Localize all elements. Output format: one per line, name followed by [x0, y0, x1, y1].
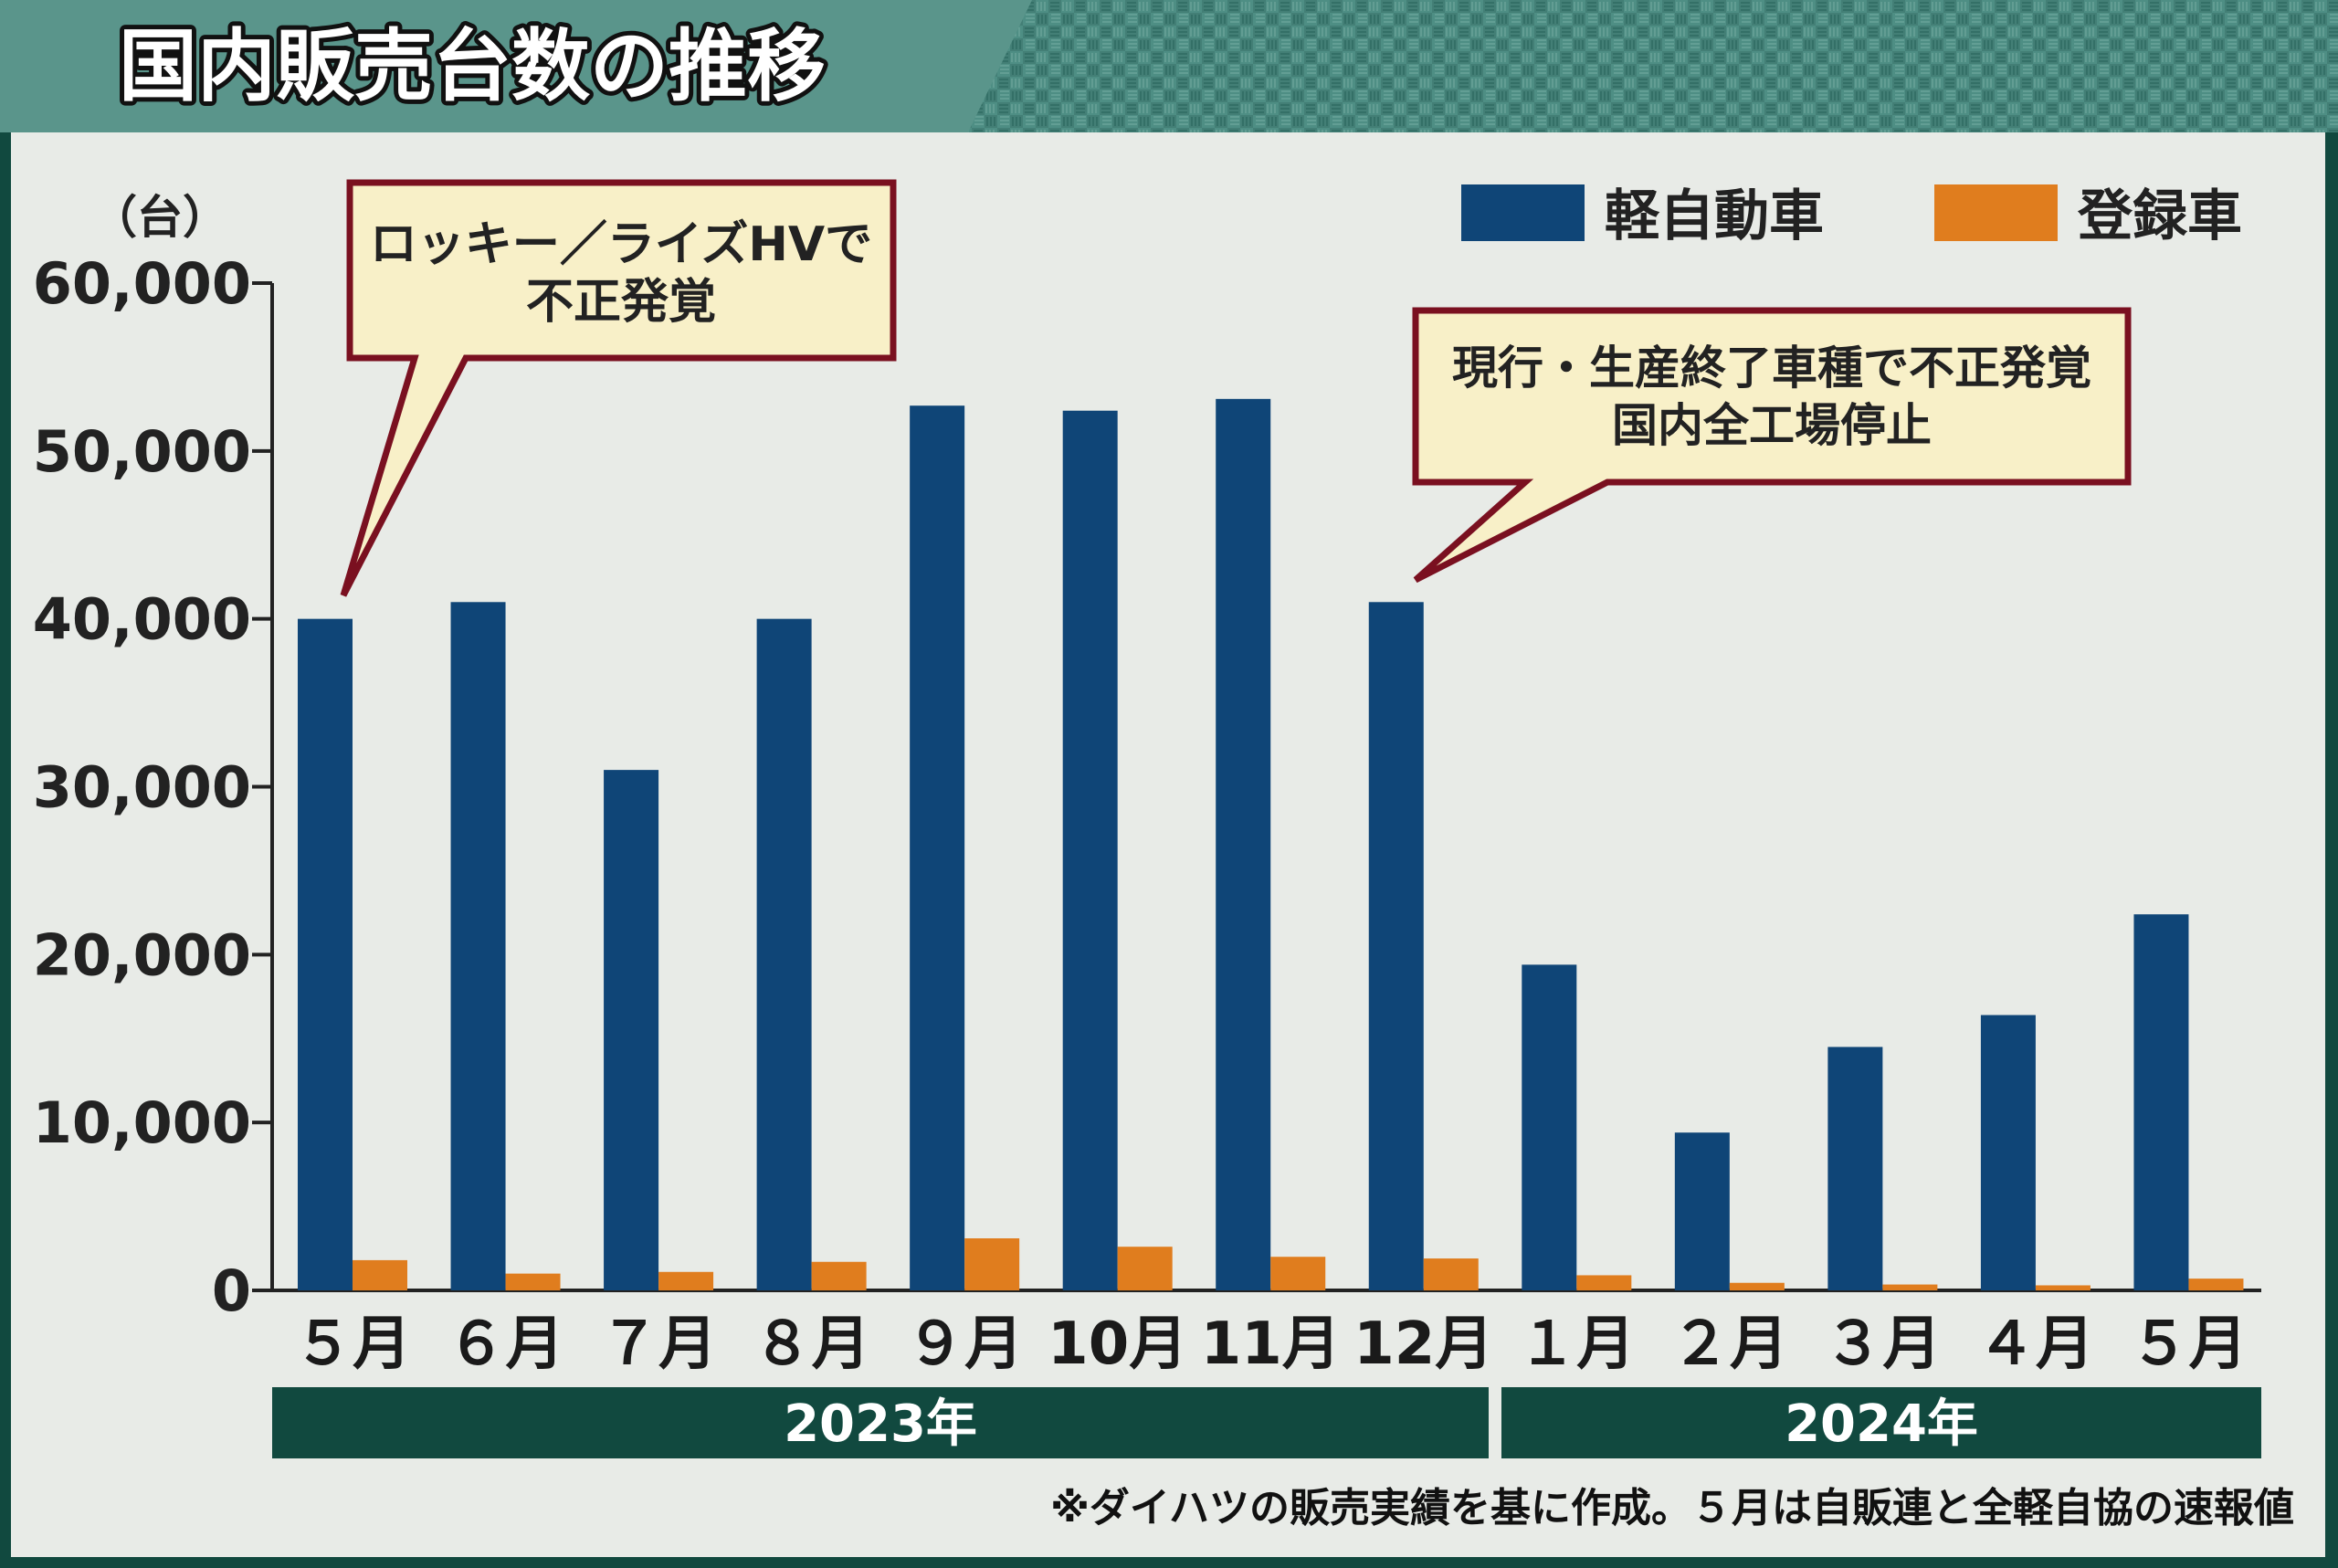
callout-2-bubble: [1412, 307, 2132, 584]
bar-registered: [353, 1259, 407, 1290]
y-tick-label: 0: [212, 1258, 251, 1324]
legend-label-kei: 軽自動車: [1605, 184, 1824, 248]
x-tick-label: 10月: [1048, 1310, 1187, 1378]
bar-registered: [964, 1238, 1020, 1290]
x-tick-labels: ５月 ６月 ７月 ８月 ９月 10月 11月 12月 １月 ２月 ３月 ４月 ５月: [294, 1310, 2247, 1378]
bar-kei: [298, 618, 353, 1290]
y-tick-label: 10,000: [33, 1089, 251, 1156]
bars: [298, 398, 2244, 1291]
bar-kei: [1674, 1132, 1730, 1290]
x-tick-label: １月: [1518, 1310, 1635, 1378]
bar-registered: [2188, 1279, 2244, 1290]
bar-registered: [811, 1261, 867, 1290]
callout-1-bubble: [340, 179, 897, 597]
y-tick-label: 40,000: [33, 586, 251, 653]
legend-swatch-kei: [1461, 184, 1585, 241]
x-tick-label: 11月: [1201, 1310, 1341, 1378]
bar-registered: [1423, 1258, 1479, 1290]
bar-registered: [505, 1273, 561, 1290]
bar-kei: [910, 405, 965, 1290]
y-ticks: 0 10,000 20,000 30,000 40,000 50,000 60,000: [33, 250, 272, 1324]
bar-kei: [1522, 964, 1577, 1290]
legend-swatch-registered: [1934, 184, 2058, 241]
x-tick-label: ５月: [2130, 1310, 2247, 1378]
bar-kei: [756, 618, 812, 1290]
callout-2: 現行・生産終了車種で不正発覚 国内全工場停止: [1412, 307, 2132, 584]
bar-kei: [604, 770, 659, 1290]
year-band-2023: [272, 1387, 1489, 1458]
source-note: ※ダイハツの販売実績を基に作成。５月は自販連と全軽自協の速報値: [1050, 1485, 2294, 1531]
x-tick-label: ６月: [448, 1310, 564, 1378]
bar-kei: [1216, 398, 1271, 1291]
bar-kei: [2133, 914, 2189, 1290]
callout-2-line-2: 国内全工場停止: [1612, 399, 1932, 452]
year-band-2024: [1501, 1387, 2261, 1458]
bar-kei: [1827, 1047, 1883, 1290]
callout-2-line-1: 現行・生産終了車種で不正発覚: [1452, 342, 2091, 395]
y-axis-unit-label: （台）: [91, 191, 228, 244]
x-tick-label: ２月: [1671, 1310, 1788, 1378]
bar-registered: [1882, 1284, 1938, 1290]
callout-1: ロッキー／ライズHVで 不正発覚: [340, 179, 897, 597]
y-tick-label: 60,000: [33, 250, 251, 317]
x-tick-label: ７月: [600, 1310, 717, 1378]
bar-registered: [2035, 1285, 2091, 1290]
x-tick-label: ４月: [1977, 1310, 2094, 1378]
y-tick-label: 20,000: [33, 921, 251, 988]
chart-title: 国内販売台数の推移: [119, 21, 826, 112]
callout-1-line-2: 不正発覚: [526, 275, 716, 330]
bar-registered: [1270, 1257, 1326, 1290]
bar-kei: [1368, 602, 1424, 1290]
bar-registered: [1729, 1282, 1785, 1290]
header-pattern: [968, 0, 2338, 132]
bar-registered: [1576, 1275, 1632, 1290]
callout-1-line-1: ロッキー／ライズHVで: [370, 217, 872, 272]
year-label-2023: 2023年: [784, 1394, 977, 1454]
bar-registered: [658, 1271, 714, 1290]
y-tick-label: 50,000: [33, 418, 251, 485]
bar-kei: [1980, 1015, 2036, 1290]
bar-kei: [1062, 410, 1118, 1290]
x-tick-label: ９月: [906, 1310, 1023, 1378]
bar-registered: [1117, 1247, 1173, 1290]
y-tick-label: 30,000: [33, 754, 251, 821]
year-label-2024: 2024年: [1785, 1394, 1978, 1454]
x-tick-label: ８月: [753, 1310, 870, 1378]
bar-kei: [450, 602, 506, 1290]
legend-label-registered: 登録車: [2077, 184, 2242, 248]
x-tick-label: ３月: [1824, 1310, 1941, 1378]
x-tick-label: 12月: [1353, 1310, 1493, 1378]
x-tick-label: ５月: [294, 1310, 411, 1378]
